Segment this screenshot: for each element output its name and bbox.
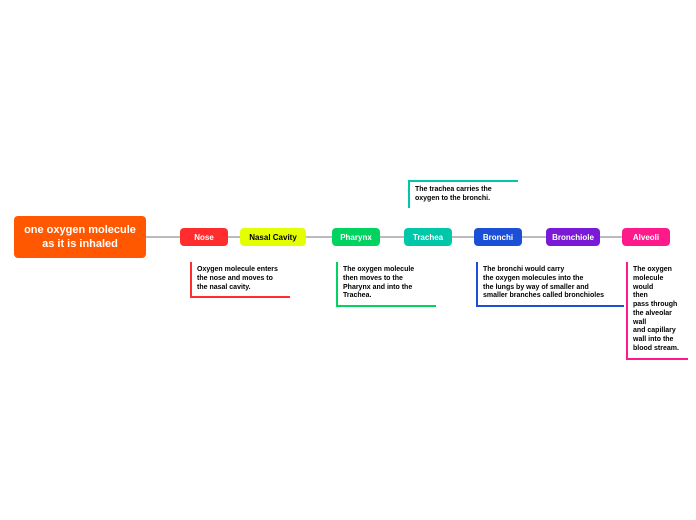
connector	[452, 236, 474, 238]
connector	[522, 236, 546, 238]
step-nose[interactable]: Nose	[180, 228, 228, 246]
note-pharynx: The oxygen molecule then moves to the Ph…	[336, 262, 436, 307]
step-label: Pharynx	[340, 233, 372, 242]
note-bronchi: The bronchi would carry the oxygen molec…	[476, 262, 624, 307]
note-text: The trachea carries the oxygen to the br…	[415, 186, 492, 202]
note-text: Oxygen molecule enters the nose and move…	[197, 266, 278, 291]
note-text: The oxygen molecule would then pass thro…	[633, 266, 679, 352]
root-node[interactable]: one oxygen molecule as it is inhaled	[14, 216, 146, 258]
connector	[146, 236, 180, 238]
note-nose: Oxygen molecule enters the nose and move…	[190, 262, 290, 298]
note-alveoli: The oxygen molecule would then pass thro…	[626, 262, 688, 360]
step-bronchiole[interactable]: Bronchiole	[546, 228, 600, 246]
step-bronchi[interactable]: Bronchi	[474, 228, 522, 246]
step-nasal[interactable]: Nasal Cavity	[240, 228, 306, 246]
step-trachea[interactable]: Trachea	[404, 228, 452, 246]
step-pharynx[interactable]: Pharynx	[332, 228, 380, 246]
step-label: Bronchiole	[552, 233, 594, 242]
note-text: The oxygen molecule then moves to the Ph…	[343, 266, 414, 299]
step-label: Nasal Cavity	[249, 233, 297, 242]
connector	[228, 236, 240, 238]
note-text: The bronchi would carry the oxygen molec…	[483, 266, 604, 299]
step-label: Trachea	[413, 233, 443, 242]
connector	[600, 236, 622, 238]
step-alveoli[interactable]: Alveoli	[622, 228, 670, 246]
step-label: Bronchi	[483, 233, 513, 242]
connector	[306, 236, 332, 238]
note-trachea: The trachea carries the oxygen to the br…	[408, 180, 518, 208]
connector	[380, 236, 404, 238]
root-label: one oxygen molecule as it is inhaled	[20, 223, 140, 252]
step-label: Nose	[194, 233, 214, 242]
step-label: Alveoli	[633, 233, 659, 242]
